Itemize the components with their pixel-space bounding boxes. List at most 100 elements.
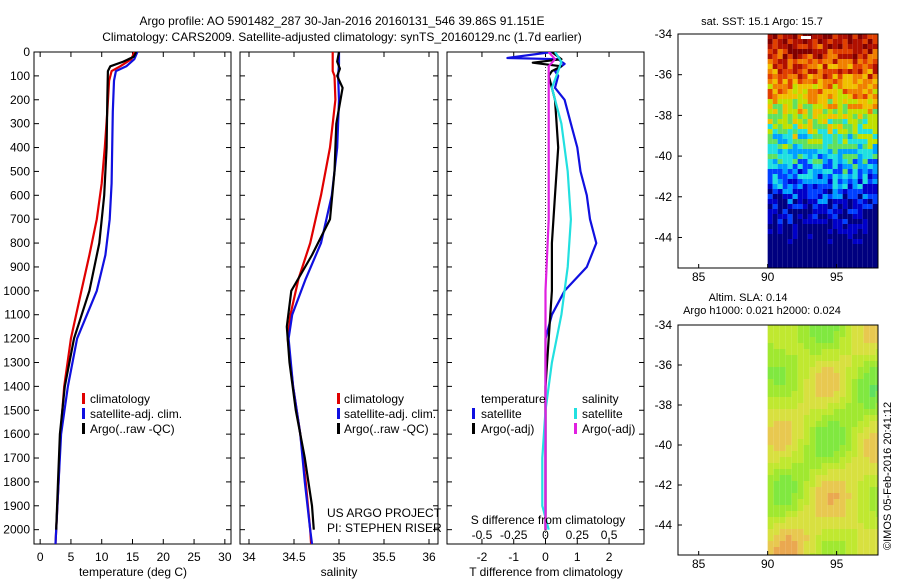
heatmap-cell — [773, 409, 780, 415]
heatmap-cell — [827, 194, 833, 199]
heatmap-cell — [767, 403, 774, 409]
heatmap-cell — [812, 129, 818, 134]
heatmap-cell — [807, 254, 813, 259]
heatmap-cell — [807, 49, 813, 54]
heatmap-cell — [851, 355, 858, 361]
heatmap-cell — [867, 94, 873, 99]
heatmap-cell — [827, 119, 833, 124]
heatmap-cell — [797, 169, 803, 174]
heatmap-cell — [809, 361, 816, 367]
heatmap-cell — [857, 264, 863, 268]
heatmap-cell — [777, 249, 783, 254]
heatmap-cell — [867, 199, 873, 204]
heatmap-cell — [837, 154, 843, 159]
heatmap-cell — [815, 451, 822, 457]
heatmap-cell — [857, 361, 864, 367]
heatmap-cell — [851, 541, 858, 547]
heatmap-cell — [862, 224, 868, 229]
heatmap-cell — [872, 69, 878, 74]
heatmap-cell — [802, 259, 808, 264]
heatmap-cell — [851, 379, 858, 385]
heatmap-cell — [777, 49, 783, 54]
difference-lines — [506, 52, 598, 530]
heatmap-cell — [852, 199, 858, 204]
heatmap-cell — [807, 224, 813, 229]
heatmap-cell — [833, 535, 840, 541]
heatmap-cell — [817, 224, 823, 229]
x-tick-label: -1 — [508, 550, 519, 564]
heatmap-cell — [863, 535, 870, 541]
heatmap-cell — [777, 99, 783, 104]
heatmap-cell — [821, 409, 828, 415]
heatmap-cell — [862, 84, 868, 89]
heatmap-cell — [815, 511, 822, 517]
heatmap-cell — [767, 505, 774, 511]
heatmap-cell — [827, 249, 833, 254]
heatmap-cell — [857, 535, 864, 541]
heatmap-cell — [821, 391, 828, 397]
heatmap-cell — [875, 421, 878, 427]
heatmap-cell — [845, 553, 852, 555]
heatmap-cell — [787, 239, 793, 244]
heatmap-cell — [779, 385, 786, 391]
heatmap-cell — [863, 433, 870, 439]
heatmap-cell — [857, 403, 864, 409]
heatmap-cell — [857, 469, 864, 475]
heatmap-cell — [812, 189, 818, 194]
heatmap-cell — [827, 84, 833, 89]
heatmap-cell — [803, 463, 810, 469]
heatmap-cell — [812, 139, 818, 144]
heatmap-cell — [839, 451, 846, 457]
heatmap-cell — [815, 541, 822, 547]
heatmap-cell — [807, 124, 813, 129]
heatmap-cell — [797, 144, 803, 149]
heatmap-cell — [767, 214, 773, 219]
heatmap-cell — [812, 114, 818, 119]
heatmap-cell — [851, 361, 858, 367]
heatmap-cell — [837, 114, 843, 119]
salinity-plot-frame — [239, 51, 439, 545]
heatmap-cell — [839, 433, 846, 439]
heatmap-cell — [782, 264, 788, 268]
map-y-tick-label: -40 — [655, 438, 673, 452]
heatmap-cell — [791, 475, 798, 481]
heatmap-cell — [867, 249, 873, 254]
heatmap-cell — [767, 199, 773, 204]
heatmap-cell — [837, 69, 843, 74]
heatmap-cell — [869, 361, 876, 367]
heatmap-cell — [852, 34, 858, 39]
heatmap-cell — [792, 239, 798, 244]
heatmap-cell — [833, 385, 840, 391]
heatmap-cell — [857, 523, 864, 529]
heatmap-cell — [779, 541, 786, 547]
heatmap-cell — [817, 204, 823, 209]
heatmap-cell — [867, 224, 873, 229]
heatmap-cell — [773, 367, 780, 373]
heatmap-cell — [857, 421, 864, 427]
heatmap-cell — [862, 94, 868, 99]
legend-label-s-satellite: satellite — [582, 407, 623, 421]
legend-label-climatology: climatology — [90, 392, 150, 406]
heatmap-cell — [782, 204, 788, 209]
heatmap-cell — [802, 49, 808, 54]
heatmap-cell — [875, 355, 878, 361]
heatmap-cell — [827, 44, 833, 49]
heatmap-cell — [779, 535, 786, 541]
heatmap-cell — [803, 355, 810, 361]
heatmap-cell — [807, 244, 813, 249]
heatmap-cell — [845, 463, 852, 469]
heatmap-cell — [822, 39, 828, 44]
series-line — [506, 52, 598, 530]
heatmap-cell — [809, 367, 816, 373]
heatmap-cell — [797, 64, 803, 69]
heatmap-cell — [827, 34, 833, 39]
heatmap-cell — [777, 234, 783, 239]
depth-tick-label: 2000 — [3, 523, 30, 537]
heatmap-cell — [815, 523, 822, 529]
heatmap-cell — [772, 164, 778, 169]
heatmap-cell — [832, 209, 838, 214]
heatmap-cell — [857, 134, 863, 139]
heatmap-cell — [852, 79, 858, 84]
heatmap-cell — [839, 367, 846, 373]
heatmap-cell — [839, 517, 846, 523]
